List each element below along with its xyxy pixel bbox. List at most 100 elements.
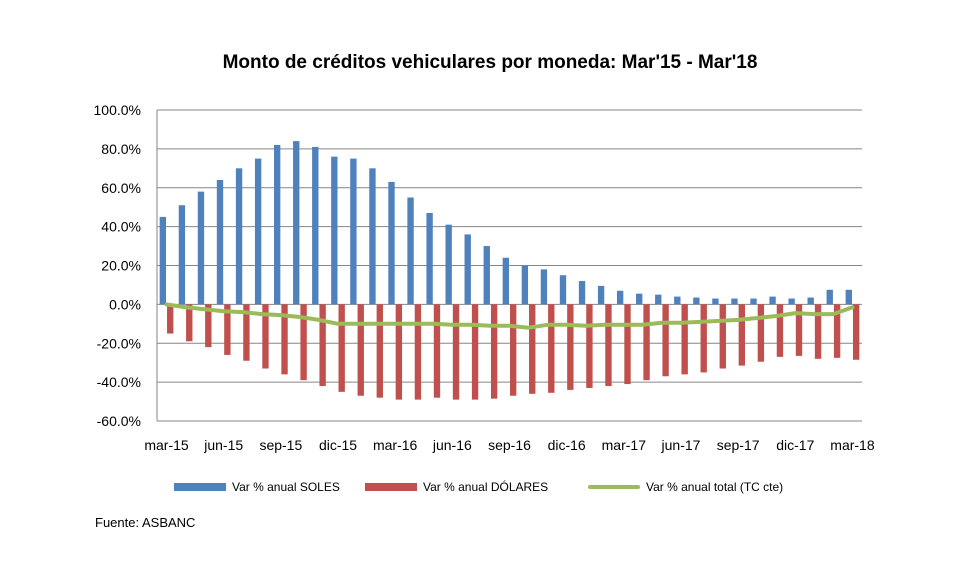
legend: Var % anual SOLES Var % anual DÓLARES Va… xyxy=(0,480,980,500)
x-tick-label: mar-18 xyxy=(830,437,875,453)
bar-dolares xyxy=(186,304,193,342)
line-total xyxy=(164,302,855,330)
bar-dolares xyxy=(300,304,307,381)
bar-dolares xyxy=(281,304,288,375)
bar-dolares xyxy=(376,304,383,398)
bar-soles xyxy=(655,294,662,305)
x-tick-label: sep-15 xyxy=(259,437,302,453)
bar-dolares xyxy=(452,304,460,400)
legend-swatch-soles xyxy=(174,483,226,491)
bar-soles xyxy=(845,289,852,305)
bar-dolares xyxy=(719,304,726,369)
y-axis-ticks: 100.0% 80.0% 60.0% 40.0% 20.0% 0.0% -20.0% -40.… xyxy=(94,102,141,429)
bar-dolares xyxy=(548,304,555,393)
bar-dolares xyxy=(700,304,707,373)
x-tick-label: mar-16 xyxy=(373,437,418,453)
bar-dolares xyxy=(262,304,269,369)
bar-dolares xyxy=(510,304,517,396)
x-tick-label: dic-17 xyxy=(776,437,814,453)
bar-soles xyxy=(254,158,262,305)
bar-soles xyxy=(826,289,833,305)
x-tick-label: jun-17 xyxy=(661,437,701,453)
bar-dolares xyxy=(624,304,631,385)
bar-dolares xyxy=(529,304,536,394)
y-tick-label: 20.0% xyxy=(101,258,141,274)
bar-dolares xyxy=(224,304,231,355)
bar-dolares xyxy=(414,304,422,400)
bar-soles xyxy=(616,290,624,305)
legend-label-soles: Var % anual SOLES xyxy=(232,480,340,494)
bar-dolares xyxy=(471,304,479,400)
bar-soles xyxy=(559,275,567,305)
bar-soles xyxy=(273,144,281,305)
bar-soles xyxy=(769,296,776,305)
total-line xyxy=(164,302,855,330)
bar-dolares xyxy=(605,304,612,387)
bar-dolares xyxy=(795,304,803,356)
legend-label-total: Var % anual total (TC cte) xyxy=(646,480,784,494)
bar-soles xyxy=(750,298,757,305)
x-tick-label: dic-16 xyxy=(548,437,586,453)
bar-dolares xyxy=(167,304,174,334)
bar-dolares xyxy=(338,304,345,392)
legend-swatch-total xyxy=(588,485,640,489)
y-tick-label: -40.0% xyxy=(97,374,141,390)
x-tick-label: sep-16 xyxy=(488,437,531,453)
y-tick-label: 100.0% xyxy=(94,102,141,118)
y-tick-label: 0.0% xyxy=(109,296,141,312)
legend-item-dolares: Var % anual DÓLARES xyxy=(365,480,548,494)
bar-soles xyxy=(483,246,490,305)
bar-dolares xyxy=(319,304,326,387)
bar-dolares xyxy=(776,304,784,357)
bar-soles xyxy=(521,265,529,305)
legend-label-dolares: Var % anual DÓLARES xyxy=(423,480,549,494)
bar-soles xyxy=(674,296,681,305)
bar-dolares xyxy=(357,304,364,396)
bar-dolares xyxy=(205,304,212,348)
bar-dolares xyxy=(757,304,765,362)
chart-title: Monto de créditos vehiculares por moneda… xyxy=(222,52,758,73)
bar-soles xyxy=(693,297,700,305)
bar-soles xyxy=(464,234,471,305)
y-tick-label: 60.0% xyxy=(101,180,141,196)
bar-soles xyxy=(388,181,395,305)
x-tick-label: mar-15 xyxy=(144,437,189,453)
bar-soles xyxy=(235,168,243,305)
x-tick-label: jun-16 xyxy=(432,437,472,453)
x-axis-ticks: mar-15 jun-15 sep-15 dic-15 mar-16 jun-16 sep-… xyxy=(144,437,875,453)
bar-soles xyxy=(731,298,738,305)
bar-soles xyxy=(502,257,509,305)
y-tick-label: -60.0% xyxy=(97,413,141,429)
x-tick-label: sep-17 xyxy=(717,437,760,453)
bar-soles xyxy=(159,216,167,305)
bar-soles xyxy=(197,191,205,305)
bar-dolares xyxy=(567,304,574,390)
bar-soles xyxy=(712,298,719,305)
bar-soles xyxy=(788,298,795,305)
bar-soles xyxy=(216,179,224,305)
bar-dolares xyxy=(833,304,841,358)
legend-item-soles: Var % anual SOLES xyxy=(174,480,340,494)
y-tick-label: 80.0% xyxy=(101,141,141,157)
bar-soles xyxy=(178,205,186,305)
x-tick-label: jun-15 xyxy=(203,437,243,453)
bar-dolares xyxy=(643,304,650,381)
gridlines xyxy=(156,109,862,422)
bar-soles xyxy=(445,224,452,305)
bar-dolares xyxy=(852,304,860,360)
bar-soles xyxy=(426,213,433,305)
bar-soles xyxy=(636,293,643,305)
bar-soles xyxy=(293,141,300,305)
y-tick-label: 40.0% xyxy=(101,219,141,235)
source-note: Fuente: ASBANC xyxy=(95,515,196,530)
x-tick-label: dic-15 xyxy=(319,437,357,453)
bar-soles xyxy=(369,168,376,305)
bar-soles xyxy=(312,146,319,305)
bar-soles xyxy=(540,269,548,305)
bar-soles xyxy=(807,297,814,305)
bar-soles xyxy=(578,281,586,305)
bar-dolares xyxy=(395,304,403,400)
bar-soles xyxy=(350,158,357,305)
bar-soles xyxy=(597,285,605,305)
